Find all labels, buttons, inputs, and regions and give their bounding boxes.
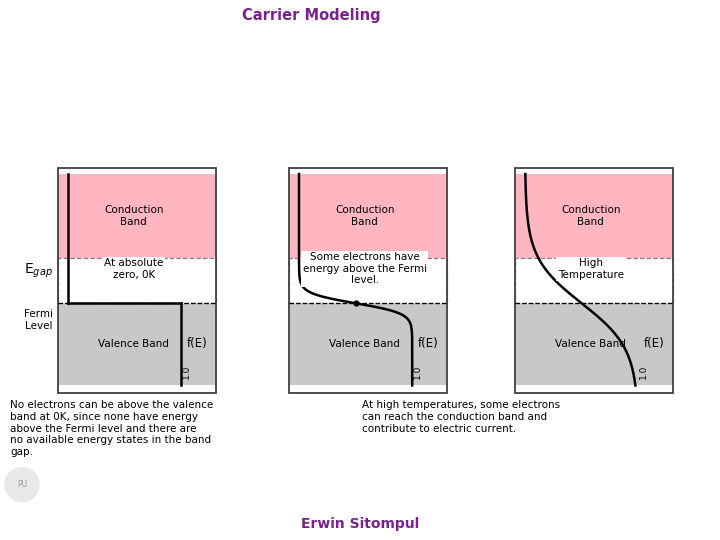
Circle shape: [5, 468, 39, 502]
Text: Valence Band: Valence Band: [555, 339, 626, 349]
Text: Effect of Temperature on f(E): Effect of Temperature on f(E): [265, 35, 698, 60]
Text: E$_{gap}$: E$_{gap}$: [24, 261, 53, 280]
Text: Valence Band: Valence Band: [99, 339, 169, 349]
Text: 1.0: 1.0: [413, 365, 422, 380]
Text: Valence Band: Valence Band: [330, 339, 400, 349]
Text: Conduction
Band: Conduction Band: [104, 205, 163, 227]
Bar: [58, 303, 216, 386]
Bar: [515, 168, 673, 394]
Text: f(E): f(E): [418, 338, 438, 350]
Bar: [289, 258, 447, 303]
Bar: [58, 168, 216, 394]
Text: 1.0: 1.0: [639, 365, 648, 380]
Text: Some electrons have
energy above the Fermi
level.: Some electrons have energy above the Fer…: [303, 252, 427, 285]
Text: Erwin Sitompul: Erwin Sitompul: [301, 517, 419, 531]
Bar: [515, 303, 673, 386]
Text: High
Temperature: High Temperature: [558, 258, 624, 280]
Text: 1.0: 1.0: [182, 365, 192, 380]
Text: Conduction
Band: Conduction Band: [561, 205, 621, 227]
Bar: [289, 168, 447, 394]
Text: Carrier Modeling: Carrier Modeling: [242, 8, 380, 23]
Text: Chapter 2: Chapter 2: [134, 8, 215, 23]
Text: At high temperatures, some electrons
can reach the conduction band and
contribut: At high temperatures, some electrons can…: [362, 401, 560, 434]
Bar: [515, 258, 673, 303]
Text: f(E): f(E): [187, 338, 207, 350]
Bar: [515, 174, 673, 258]
Text: f(E): f(E): [644, 338, 665, 350]
Text: At absolute
zero, 0K: At absolute zero, 0K: [104, 258, 163, 280]
Bar: [58, 174, 216, 258]
Bar: [58, 258, 216, 303]
Text: Conduction
Band: Conduction Band: [335, 205, 395, 227]
Bar: [289, 303, 447, 386]
Bar: [289, 174, 447, 258]
Text: No electrons can be above the valence
band at 0K, since none have energy
above t: No electrons can be above the valence ba…: [10, 401, 213, 457]
Text: President University: President University: [40, 517, 200, 531]
Text: SDP 2/21: SDP 2/21: [564, 517, 636, 531]
Text: PU: PU: [17, 480, 27, 489]
Text: Fermi
Level: Fermi Level: [24, 309, 53, 331]
